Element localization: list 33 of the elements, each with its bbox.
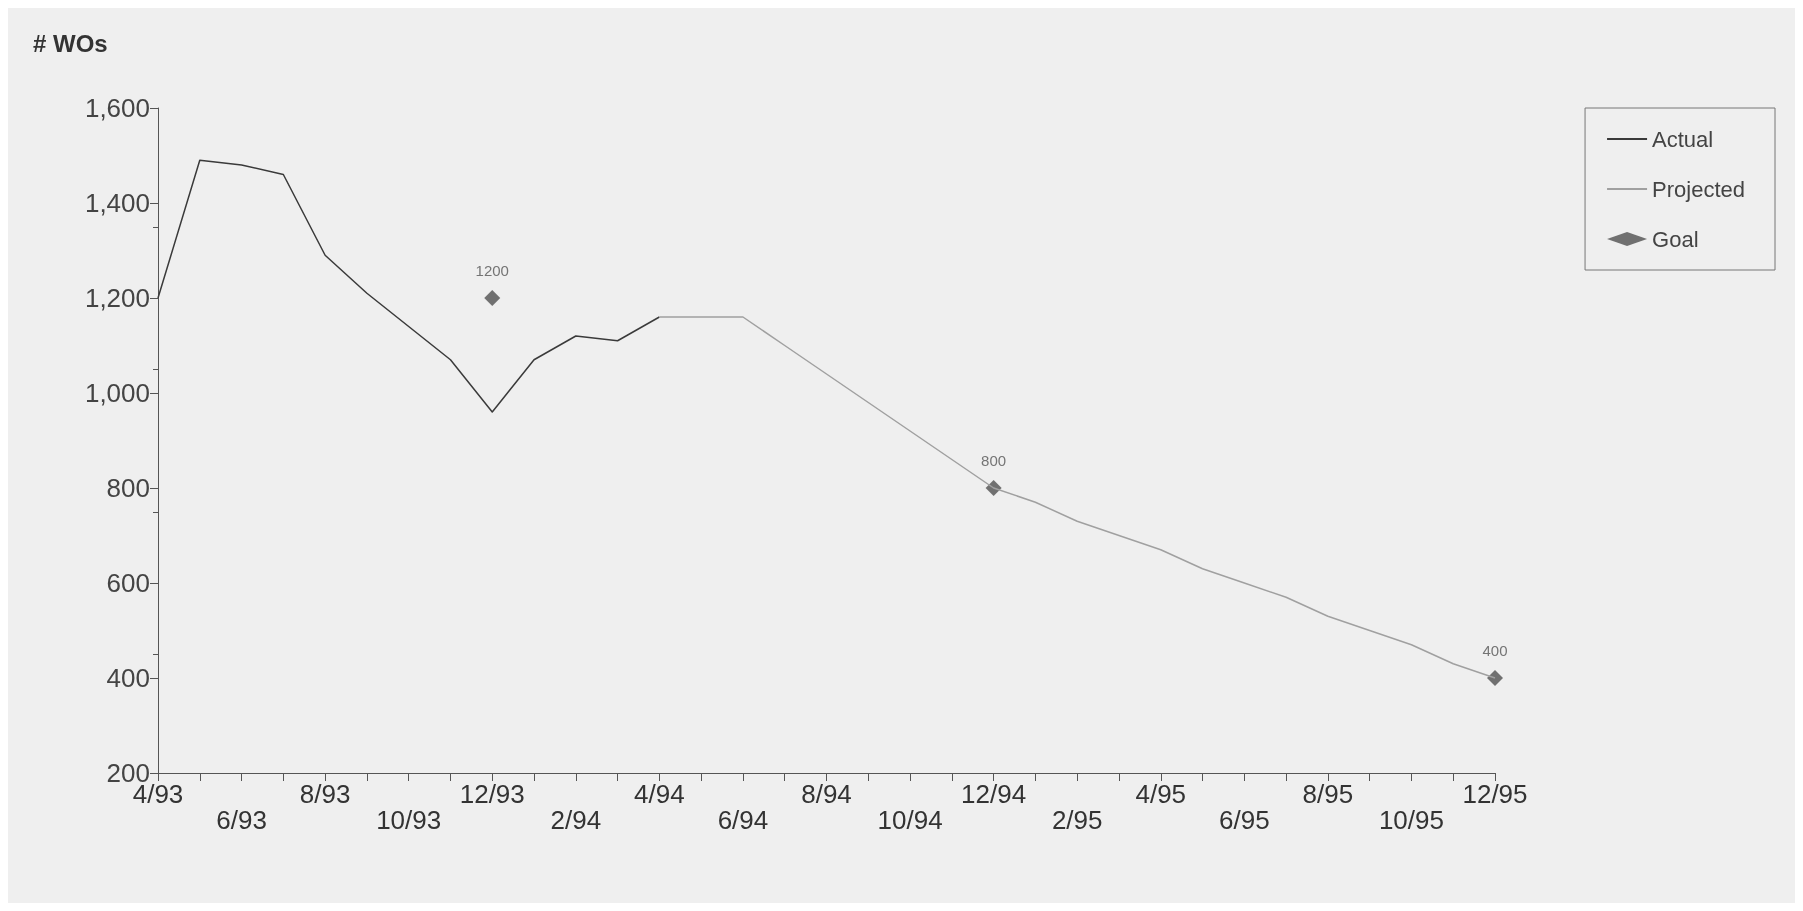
- x-tick-label: 12/95: [1462, 779, 1528, 809]
- x-tick-label: 6/95: [1219, 805, 1270, 835]
- x-tick-label: 10/95: [1378, 805, 1444, 835]
- y-axis-title: # WOs: [33, 29, 108, 57]
- x-tick-label: 10/94: [877, 805, 943, 835]
- x-tick-label: 8/94: [801, 779, 852, 809]
- x-tick-label: 10/93: [376, 805, 442, 835]
- x-tick-label: 2/95: [1051, 805, 1103, 835]
- x-tick-label: 6/94: [717, 805, 769, 835]
- point: [1487, 670, 1503, 686]
- x-tick-label: 8/95: [1302, 779, 1354, 809]
- x-tick-label: 4/94: [634, 779, 685, 809]
- legend-label: Actual: [1652, 126, 1714, 152]
- data-label: 1200: [475, 262, 509, 279]
- y-tick-label: 1,000: [84, 378, 150, 408]
- y-tick-label: 1,200: [84, 283, 150, 313]
- legend-label: Goal: [1652, 226, 1699, 252]
- x-tick-label: 6/93: [216, 805, 267, 835]
- x-tick-label: 12/94: [961, 779, 1027, 809]
- data-label: 800: [981, 452, 1007, 469]
- y-tick-label: 800: [106, 473, 150, 503]
- x-tick-label: 2/94: [550, 805, 602, 835]
- point: [484, 290, 501, 306]
- x-tick-label: 4/95: [1135, 779, 1187, 809]
- data-label: 400: [1482, 642, 1508, 659]
- y-tick-label: 1,600: [84, 93, 150, 123]
- x-tick-label: 8/93: [299, 779, 351, 809]
- line-series: [157, 159, 661, 413]
- x-tick-label: 12/93: [459, 779, 525, 809]
- y-tick-label: 1,400: [84, 188, 150, 218]
- y-tick-label: 600: [106, 568, 150, 598]
- y-tick-label: 400: [106, 663, 150, 693]
- legend-label: Projected: [1652, 176, 1746, 202]
